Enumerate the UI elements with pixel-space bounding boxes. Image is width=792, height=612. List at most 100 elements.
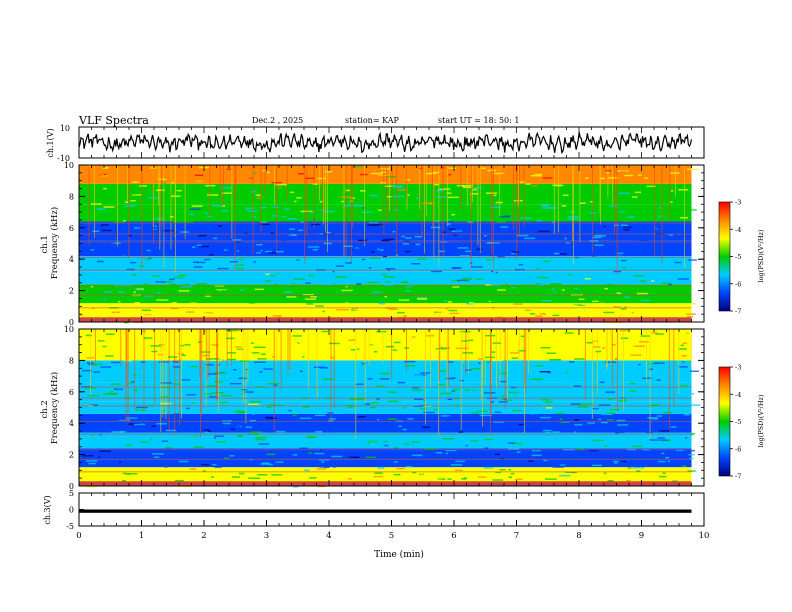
spectrogram-cell (195, 250, 201, 253)
spectrogram-cell (338, 452, 341, 454)
spectrogram-cell (235, 349, 248, 352)
spectrogram-cell (186, 394, 197, 396)
spectrogram-cell (646, 179, 651, 182)
spectrogram-cell (315, 414, 326, 417)
spectrogram-cell (541, 259, 548, 261)
spectrogram-cell (623, 229, 630, 231)
spectrogram-cell (631, 311, 634, 314)
spectrogram-cell (411, 285, 418, 288)
spectrogram-cell (281, 216, 285, 218)
spectrogram-cell (654, 177, 661, 180)
spectrogram-cell (79, 268, 82, 270)
spectrogram-cell (491, 270, 494, 273)
spectrogram-cell (617, 255, 622, 258)
spectrogram-cell (486, 259, 493, 261)
spectrogram-cell (330, 383, 333, 385)
spectrogram-cell (120, 430, 126, 433)
spectrogram-cell (422, 426, 431, 429)
spectrogram-cell (165, 446, 172, 449)
spectrogram-cell (659, 439, 669, 441)
spectrogram-cell (453, 393, 459, 395)
spectrogram-cell (371, 251, 375, 253)
spectrogram-cell (654, 396, 665, 398)
spectrogram-cell (511, 251, 520, 253)
spectrogram-cell (264, 338, 273, 340)
spectrogram-cell (330, 176, 340, 179)
spectrogram-cell (192, 261, 199, 263)
ch2-freq-axis-label: Frequency (kHz) (49, 372, 60, 444)
spectrogram-cell (654, 362, 665, 364)
spectrogram-cell (367, 442, 370, 444)
spectrogram-cell (82, 455, 94, 457)
spectrogram-cell (388, 418, 397, 420)
spectrogram-cell (288, 234, 297, 236)
spectrogram-cell (373, 475, 384, 478)
spectrogram-cell (426, 172, 437, 175)
spectrogram-cell (615, 305, 623, 307)
spectrogram-cell (465, 250, 471, 252)
spectrogram-cell (374, 236, 386, 238)
spectrogram-cell (512, 418, 524, 420)
spectrogram-cell (385, 462, 392, 464)
spectrogram-cell (148, 395, 156, 397)
spectrogram-cell (209, 376, 220, 379)
spectrogram-cell (254, 172, 257, 174)
spectrogram-cell (616, 431, 625, 434)
spectrogram-cell (525, 175, 532, 178)
spectrogram-cell (206, 445, 213, 448)
spectrogram-cell (190, 365, 198, 368)
spectrogram-cell (80, 437, 92, 440)
spectrogram-cell (173, 413, 181, 415)
spectrogram-cell (213, 237, 218, 240)
spectrogram-cell (395, 190, 403, 193)
spectrogram-cell (455, 304, 461, 306)
spectrogram-cell (620, 308, 627, 310)
spectrogram-base (79, 481, 692, 486)
spectrogram-cell (85, 334, 92, 337)
spectrogram-cell (528, 307, 541, 310)
spectrogram-cell (133, 279, 138, 282)
spectrogram-cell (646, 385, 656, 387)
spectrogram-cell (555, 412, 564, 415)
spectrogram-cell (464, 198, 473, 200)
spectrogram-cell (658, 308, 666, 311)
spectrogram-cell (689, 457, 694, 460)
spectrogram-cell (610, 440, 619, 443)
spectrogram-cell (124, 205, 136, 207)
spectrogram-cell (567, 245, 572, 247)
spectrogram-cell (492, 359, 503, 362)
spectrogram-cell (552, 466, 564, 468)
spectrogram-cell (378, 209, 382, 211)
spectrogram-cell (113, 388, 123, 391)
spectrogram-cell (178, 290, 190, 292)
spectrogram-cell (440, 289, 452, 291)
spectrogram-cell (601, 297, 610, 299)
spectrogram-cell (629, 390, 637, 392)
spectrogram-cell (86, 416, 96, 418)
spectrogram-cell (686, 168, 694, 171)
spectrogram-cell (313, 167, 323, 169)
spectrogram-cell (112, 440, 118, 442)
spectrogram-cell (205, 358, 218, 360)
spectrogram-cell (579, 403, 587, 405)
spectrogram-cell (302, 416, 310, 418)
spectrogram-cell (501, 370, 510, 373)
spectrogram-cell (93, 371, 100, 373)
spectrogram-cell (283, 291, 293, 293)
spectrogram-cell (484, 447, 489, 449)
spectrogram-cell (336, 437, 346, 439)
spectrogram-cell (94, 479, 103, 482)
spectrogram-cell (263, 368, 273, 370)
spectrogram-cell (151, 275, 160, 278)
spectrogram-cell (668, 308, 676, 310)
spectrogram-cell (299, 447, 308, 449)
spectrogram-cell (478, 362, 481, 364)
spectrogram-cell (265, 280, 272, 282)
spectrogram-cell (462, 186, 472, 189)
ch2-freq-tick-label: 0 (69, 482, 74, 491)
spectrogram-cell (676, 210, 684, 212)
spectrogram-cell (534, 392, 544, 395)
spectrogram-cell (480, 167, 486, 169)
spectrogram-cell (461, 478, 467, 480)
